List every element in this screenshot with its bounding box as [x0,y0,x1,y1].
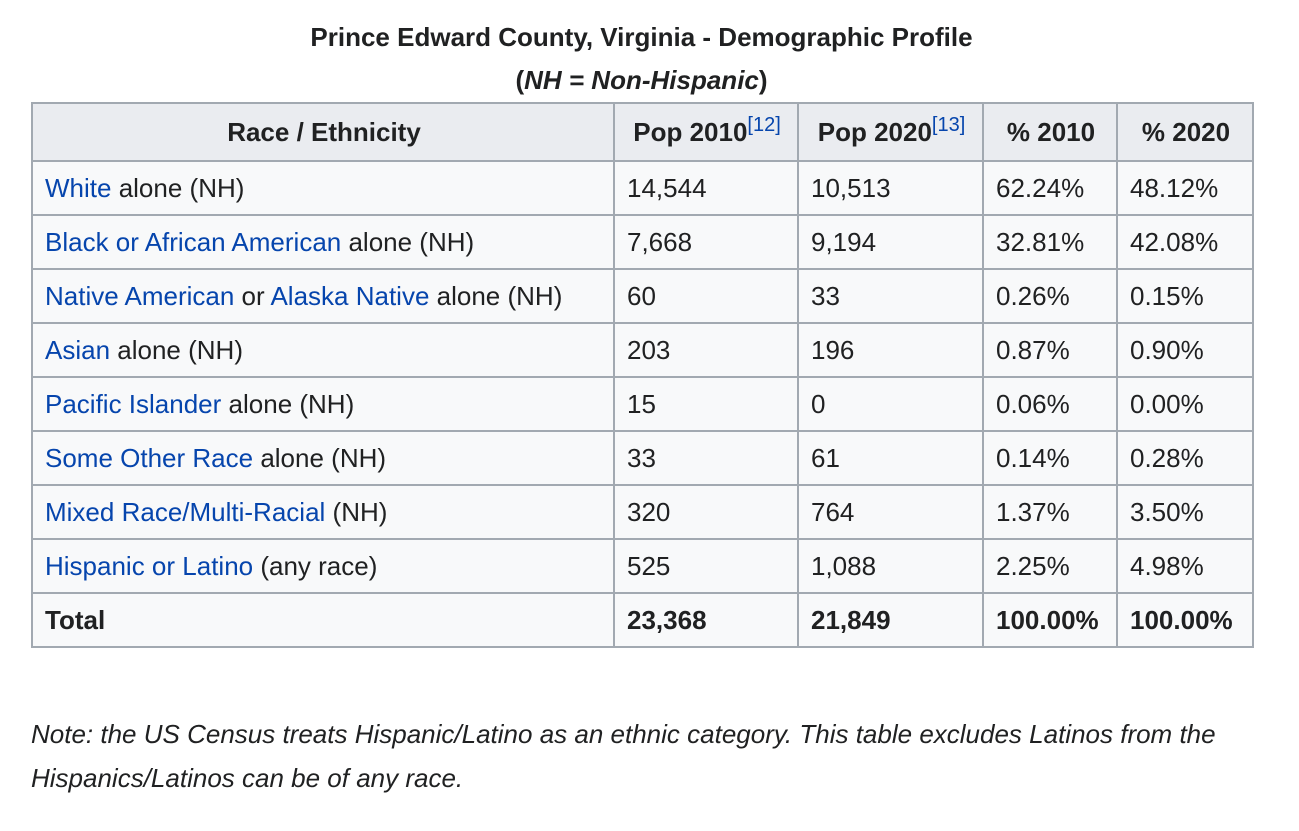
reference-13-link[interactable]: [13] [931,113,966,136]
race-link[interactable]: Pacific Islander [45,388,222,419]
total-label: Total [31,592,615,648]
race-cell: Asian alone (NH) [31,322,615,378]
pop-2010-cell: 7,668 [613,214,799,270]
race-link[interactable]: Native American [45,280,235,311]
pop-2010-cell: 15 [613,376,799,432]
pct-2020-cell: 0.90% [1116,322,1254,378]
header-pct-2020-label: % 2020 [1141,116,1231,147]
demographic-table: Race / Ethnicity Pop 2010[12] Pop 2020[1… [31,102,1254,648]
race-cell: Some Other Race alone (NH) [31,430,615,486]
total-pop-2010: 23,368 [613,592,799,648]
pop-2020-cell: 0 [797,376,984,432]
note-line-1: Note: the US Census treats Hispanic/Lati… [31,719,1216,749]
pct-2010-cell: 62.24% [982,160,1118,216]
pop-2010-cell: 203 [613,322,799,378]
table-body: White alone (NH) 14,544 10,513 62.24% 48.12%… [31,160,1254,594]
table-caption: Prince Edward County, Virginia - Demogra… [31,16,1252,102]
race-qualifier: alone (NH) [221,388,355,419]
pct-2010-cell: 2.25% [982,538,1118,594]
pct-2010-cell: 0.26% [982,268,1118,324]
race-qualifier: or [234,280,271,311]
race-qualifier: (any race) [253,550,378,581]
race-cell: Pacific Islander alone (NH) [31,376,615,432]
table-row: Native American or Alaska Native alone (… [31,268,1254,324]
header-pop-2020: Pop 2020[13] [797,102,984,162]
census-note: Note: the US Census treats Hispanic/Lati… [31,712,1299,800]
pct-2020-cell: 3.50% [1116,484,1254,540]
reference-12-link[interactable]: [12] [747,113,781,136]
table-row: Asian alone (NH) 203 196 0.87% 0.90% [31,322,1254,378]
table-row: Pacific Islander alone (NH) 15 0 0.06% 0.00% [31,376,1254,432]
pct-2020-cell: 0.15% [1116,268,1254,324]
pop-2010-cell: 525 [613,538,799,594]
race-link[interactable]: Asian [45,334,111,365]
pop-2010-cell: 320 [613,484,799,540]
pop-2020-cell: 10,513 [797,160,984,216]
race-link-secondary[interactable]: Alaska Native [270,280,430,311]
race-qualifier: alone (NH) [110,334,243,365]
pop-2020-cell: 9,194 [797,214,984,270]
note-line-2: Hispanics/Latinos can be of any race. [31,763,464,793]
caption-subtitle: (NH = Non-Hispanic) [31,59,1252,102]
race-cell: Native American or Alaska Native alone (… [31,268,615,324]
pct-2010-cell: 0.14% [982,430,1118,486]
header-pop-2010-label: Pop 2010 [633,116,748,147]
pop-2020-cell: 764 [797,484,984,540]
pop-2010-cell: 14,544 [613,160,799,216]
pct-2020-cell: 4.98% [1116,538,1254,594]
pct-2010-cell: 32.81% [982,214,1118,270]
header-race-ethnicity: Race / Ethnicity [31,102,615,162]
pop-2010-cell: 60 [613,268,799,324]
total-pct-2010: 100.00% [982,592,1118,648]
total-pct-2020: 100.00% [1116,592,1254,648]
total-pop-2020: 21,849 [797,592,984,648]
caption-title: Prince Edward County, Virginia - Demogra… [310,22,973,52]
table-row: Black or African American alone (NH) 7,66… [31,214,1254,270]
total-row: Total 23,368 21,849 100.00% 100.00% [31,592,1254,648]
pct-2020-cell: 0.28% [1116,430,1254,486]
header-pop-2020-label: Pop 2020 [817,116,932,147]
race-link[interactable]: White [45,172,112,203]
table-row: Some Other Race alone (NH) 33 61 0.14% 0.28% [31,430,1254,486]
table-row: Mixed Race/Multi-Racial (NH) 320 764 1.37% 3… [31,484,1254,540]
table-row: Hispanic or Latino (any race) 525 1,088 2.2… [31,538,1254,594]
race-cell: Black or African American alone (NH) [31,214,615,270]
race-qualifier: alone (NH) [253,442,387,473]
race-link[interactable]: Some Other Race [45,442,254,473]
race-cell: Hispanic or Latino (any race) [31,538,615,594]
pct-2020-cell: 0.00% [1116,376,1254,432]
race-cell: Mixed Race/Multi-Racial (NH) [31,484,615,540]
pct-2010-cell: 0.06% [982,376,1118,432]
pop-2010-cell: 33 [613,430,799,486]
race-link[interactable]: Hispanic or Latino [45,550,254,581]
caption-paren-close: ) [758,65,768,95]
caption-subtitle-italic: NH = Non-Hispanic [524,65,759,95]
race-qualifier: alone (NH) [111,172,245,203]
race-link[interactable]: Black or African American [45,226,342,257]
pct-2010-cell: 0.87% [982,322,1118,378]
pct-2020-cell: 48.12% [1116,160,1254,216]
race-qualifier: alone (NH) [341,226,475,257]
header-pct-2020: % 2020 [1116,102,1254,162]
table-row: White alone (NH) 14,544 10,513 62.24% 48.12% [31,160,1254,216]
race-cell: White alone (NH) [31,160,615,216]
pop-2020-cell: 33 [797,268,984,324]
pct-2010-cell: 1.37% [982,484,1118,540]
caption-paren-open: ( [515,65,525,95]
race-qualifier: (NH) [325,496,388,527]
header-row: Race / Ethnicity Pop 2010[12] Pop 2020[1… [31,102,1254,162]
race-link[interactable]: Mixed Race/Multi-Racial [45,496,326,527]
pct-2020-cell: 42.08% [1116,214,1254,270]
race-qualifier-secondary: alone (NH) [429,280,563,311]
header-pop-2010: Pop 2010[12] [613,102,799,162]
header-race-label: Race / Ethnicity [227,116,421,147]
pop-2020-cell: 1,088 [797,538,984,594]
header-pct-2010: % 2010 [982,102,1118,162]
header-pct-2010-label: % 2010 [1006,116,1096,147]
pop-2020-cell: 61 [797,430,984,486]
pop-2020-cell: 196 [797,322,984,378]
